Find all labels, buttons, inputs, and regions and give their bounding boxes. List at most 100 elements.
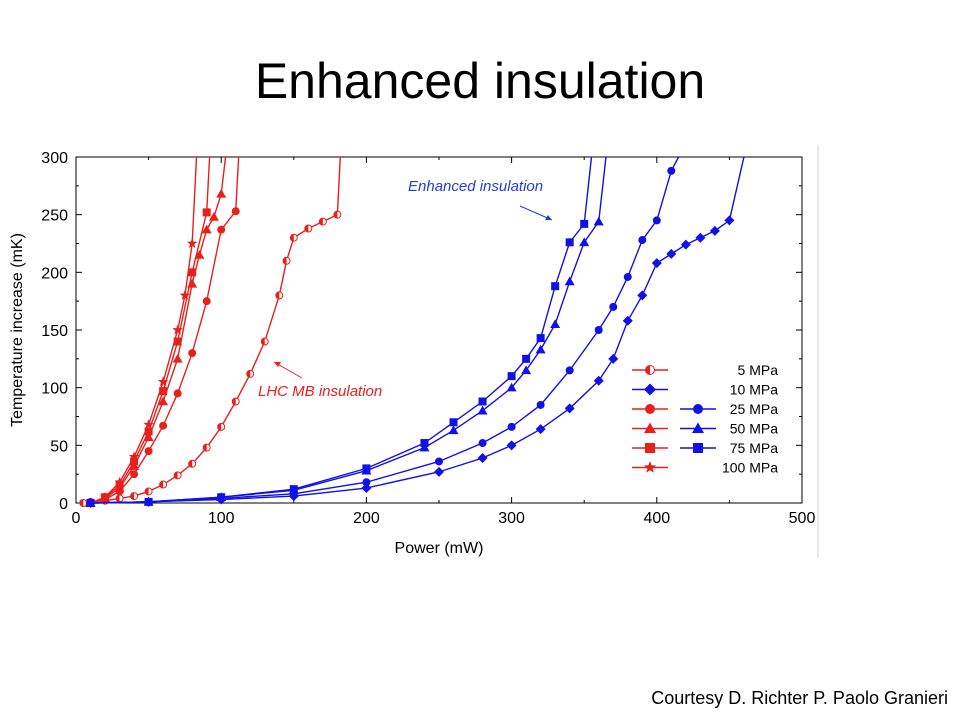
x-axis-title: Power (mW) [395,540,484,557]
data-point [289,233,298,242]
data-point [536,400,545,409]
y-tick-label: 200 [41,265,68,282]
marker-fill [174,471,178,479]
legend-entry: 5 MPa [632,362,778,378]
x-tick-label: 0 [72,510,81,527]
legend-entry: 75 MPa [632,440,778,456]
data-point [144,447,153,456]
data-point [115,481,124,490]
data-point [638,236,647,245]
legend-label: 5 MPa [738,362,779,378]
data-point [564,276,575,286]
data-point [724,215,735,226]
data-point [434,466,444,477]
data-point [217,422,226,431]
legend-marker [645,365,655,375]
legend-label: 50 MPa [730,421,778,437]
legend-marker [693,404,703,414]
legend-entry: 50 MPa [632,421,778,437]
data-point [448,425,459,435]
annotation-lhc-mb-insulation: LHC MB insulation [258,383,382,400]
y-tick-label: 0 [59,496,68,513]
annotation-arrowhead [274,362,281,367]
legend-marker [693,443,703,453]
data-point [275,291,284,300]
data-point [216,188,227,198]
y-axis-title: Temperature increase (mK) [9,233,26,427]
data-point [593,375,604,386]
y-tick-label: 150 [41,323,68,340]
marker-fill [304,225,309,233]
data-point [594,326,603,334]
data-point [550,319,561,328]
series-line [83,156,341,504]
annotation-arrowhead [545,215,552,220]
marker-fill [217,423,222,431]
data-point [186,238,198,248]
marker-fill [203,444,207,452]
data-point [159,387,168,396]
data-point [246,369,255,378]
x-tick-label: 200 [353,510,380,527]
marker-fill [275,291,280,299]
data-point [144,497,153,506]
data-point [435,457,443,466]
legend-entry: 10 MPa [632,382,778,398]
data-point [231,397,240,406]
annotation-enhanced-insulation: Enhanced insulation [408,178,543,195]
data-point [551,282,560,291]
data-point [217,225,226,234]
data-point [173,337,182,346]
data-point [202,443,211,452]
data-point [449,418,458,427]
y-tick-label: 100 [41,381,68,398]
data-point [231,207,240,216]
data-point [173,471,182,480]
courtesy-credit: Courtesy D. Richter P. Paolo Granieri [651,688,948,708]
data-point [115,494,124,503]
data-point [362,478,371,487]
x-tick-label: 500 [789,510,816,527]
data-point [172,324,183,335]
data-point [565,366,574,375]
data-point [282,256,291,265]
data-point [194,250,205,259]
data-point [580,219,589,228]
data-point [695,232,706,243]
series-line [90,156,198,504]
y-tick-label: 250 [41,208,68,225]
data-point [130,457,139,466]
data-point [361,483,372,494]
data-point [507,372,516,381]
slide-title: Enhanced insulation [254,53,706,109]
marker-fill [645,365,650,375]
marker-fill [116,494,120,502]
data-point [130,470,139,479]
data-point [477,405,488,415]
y-tick-label: 50 [50,438,68,455]
data-point [651,258,662,269]
data-point [318,217,327,226]
series-blue-75-mpa [86,156,593,507]
legend-marker [644,422,656,433]
marker-fill [159,481,164,489]
data-point [521,365,532,375]
x-tick-label: 100 [208,510,235,527]
data-point [506,382,517,392]
data-point [128,451,140,462]
marker-fill [188,460,193,468]
data-point [172,353,183,363]
series-blue-25-mpa [86,156,680,507]
series-blue-10-mpa [85,156,745,508]
series-red-100-mpa [85,156,198,508]
data-point [477,453,488,464]
marker-fill [261,338,265,346]
data-point [565,238,574,247]
series-line [90,156,211,504]
data-point [536,334,545,343]
data-point [188,349,197,358]
data-point [188,459,197,468]
data-point [709,225,720,236]
marker-fill [145,487,149,495]
legend-marker [643,461,657,473]
